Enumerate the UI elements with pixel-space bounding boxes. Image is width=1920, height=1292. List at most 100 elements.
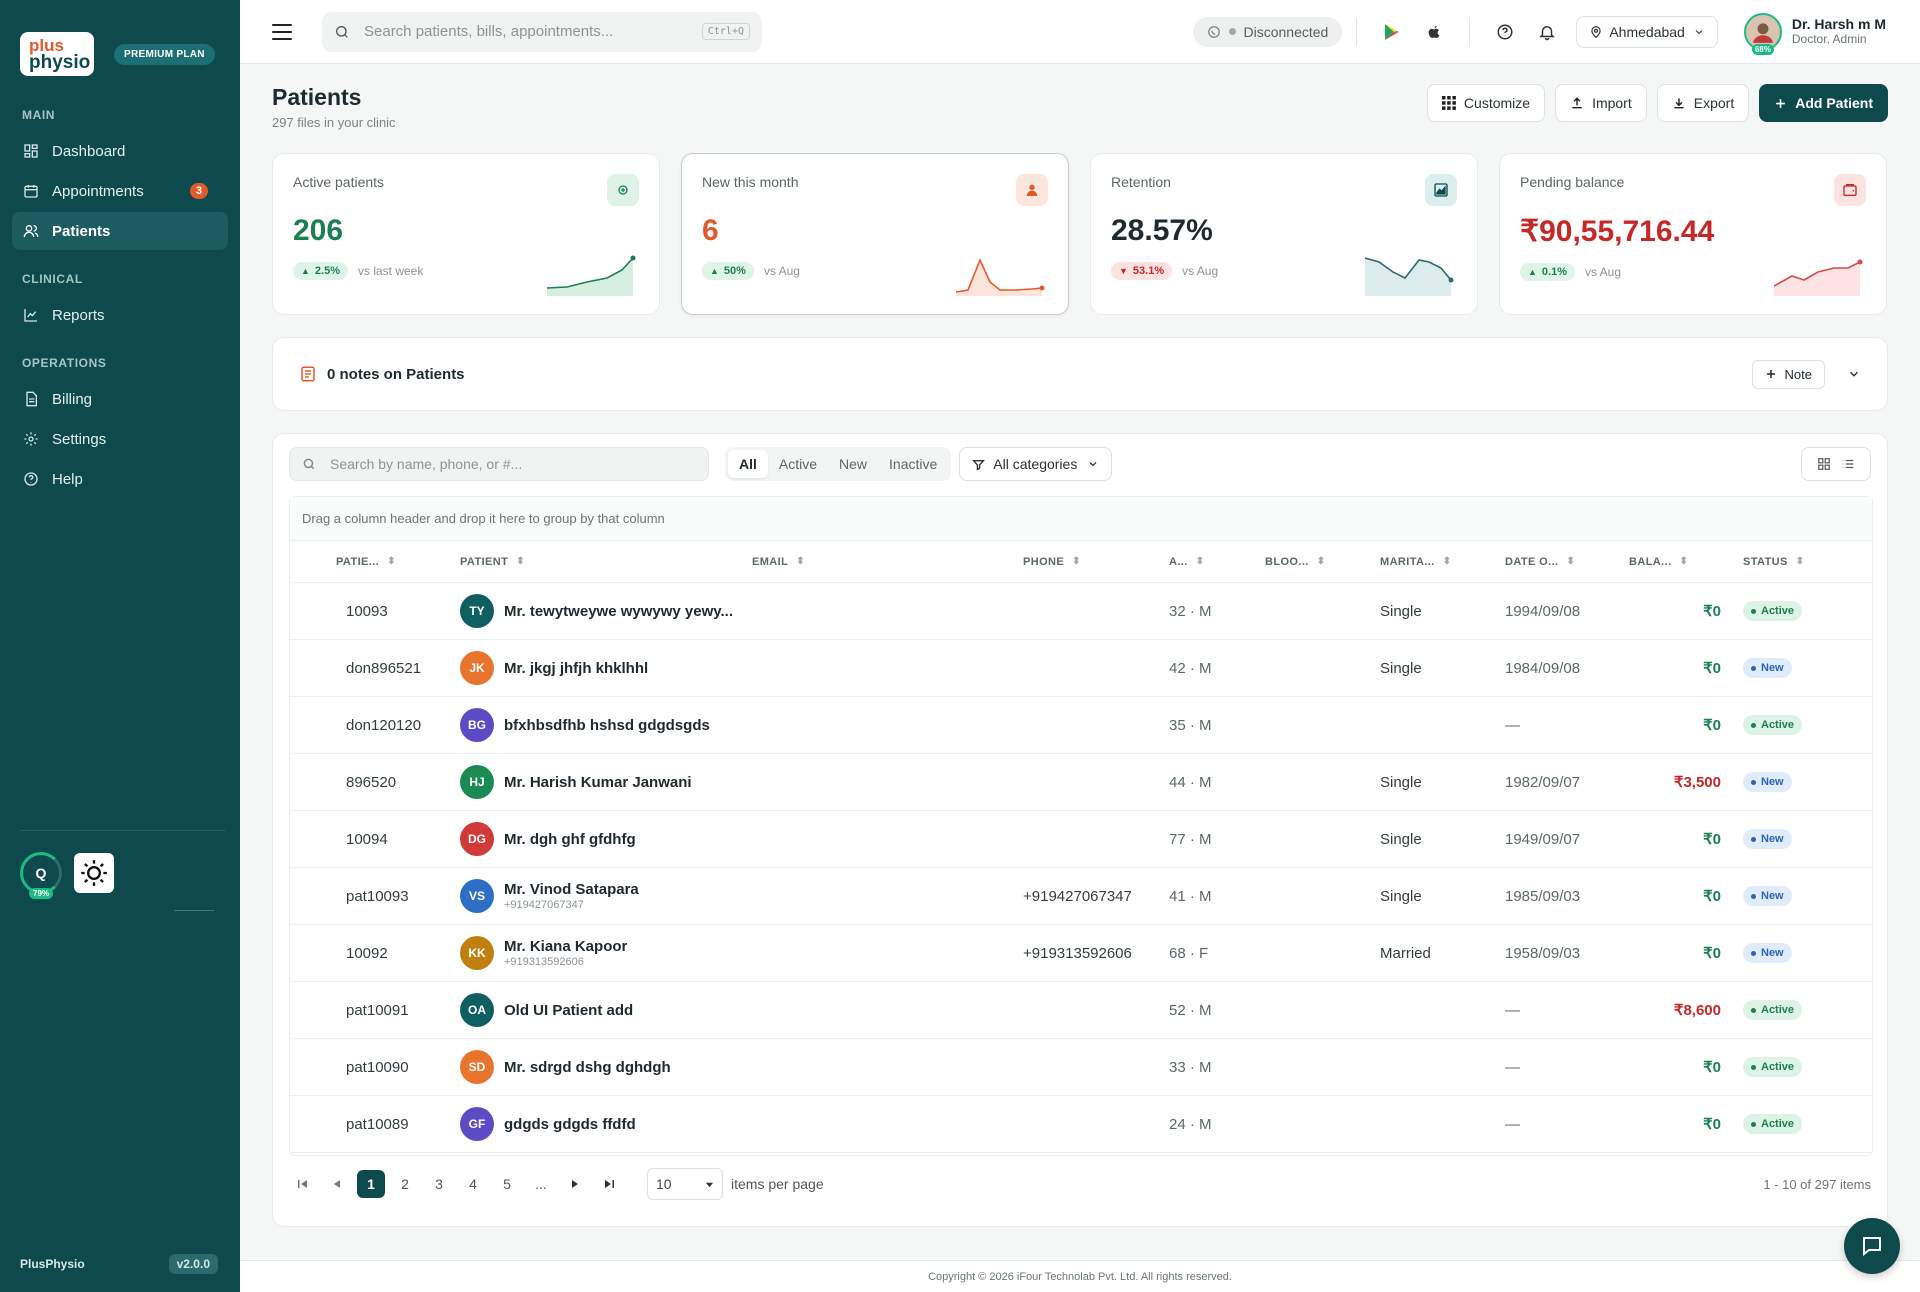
app-logo[interactable]: plus physio xyxy=(20,32,94,76)
stat-card[interactable]: Retention 28.57% ▼ 53.1% vs Aug xyxy=(1090,153,1478,315)
next-page-icon[interactable] xyxy=(561,1170,589,1198)
patient-balance: ₹0 xyxy=(1703,603,1721,620)
patient-name[interactable]: Mr. dgh ghf gfdhfg xyxy=(504,830,636,848)
user-menu[interactable]: 68% Dr. Harsh m M Doctor, Admin xyxy=(1743,12,1886,55)
nav-section-title: OPERATIONS xyxy=(22,356,107,370)
page-number-button[interactable]: 5 xyxy=(503,1176,511,1192)
group-by-drop-zone[interactable]: Drag a column header and drop it here to… xyxy=(290,497,1872,541)
chat-button[interactable] xyxy=(1844,1218,1900,1274)
sort-icon[interactable]: ⬍ xyxy=(1795,556,1805,567)
export-button[interactable]: Export xyxy=(1656,84,1750,122)
expand-notes-icon[interactable] xyxy=(1847,367,1861,381)
sidebar-item-dashboard[interactable]: Dashboard xyxy=(12,132,228,170)
page-number-button[interactable]: ... xyxy=(535,1176,547,1192)
bell-icon[interactable] xyxy=(1536,21,1558,43)
sort-icon[interactable]: ⬍ xyxy=(1072,556,1081,567)
last-page-icon[interactable] xyxy=(595,1170,623,1198)
patient-name[interactable]: Mr. Harish Kumar Janwani xyxy=(504,773,692,791)
grid-view-icon[interactable] xyxy=(1817,457,1831,471)
sidebar-item-patients[interactable]: Patients xyxy=(12,212,228,250)
sort-icon[interactable]: ⬍ xyxy=(1566,556,1576,567)
sort-icon[interactable]: ⬍ xyxy=(796,556,806,567)
tab-all[interactable]: All xyxy=(728,450,768,478)
sort-icon[interactable]: ⬍ xyxy=(1316,556,1326,567)
column-header[interactable]: DATE O... ⬍ xyxy=(1505,556,1629,568)
table-row[interactable]: 10093 TY Mr. tewytweywe wywywy yewy... 3… xyxy=(290,583,1872,640)
stat-card[interactable]: Active patients 206 ▲ 2.5% vs last week xyxy=(272,153,660,315)
patient-name[interactable]: Old UI Patient add xyxy=(504,1001,634,1019)
tab-active[interactable]: Active xyxy=(778,456,818,472)
stat-card[interactable]: Pending balance ₹90,55,716.44 ▲ 0.1% vs … xyxy=(1499,153,1887,315)
quota-indicator[interactable]: Q 79% xyxy=(20,852,62,899)
column-header[interactable]: EMAIL ⬍ xyxy=(752,556,1023,568)
column-header[interactable]: PATIE... ⬍ xyxy=(290,556,460,568)
table-row[interactable]: don896521 JK Mr. jkgj jhfjh khklhhl 42 ·… xyxy=(290,640,1872,697)
column-header[interactable]: PHONE ⬍ xyxy=(1023,556,1169,568)
table-row[interactable]: pat10089 GF gdgds gdgds ffdfd 24 · M — ₹… xyxy=(290,1096,1872,1153)
first-page-icon[interactable] xyxy=(289,1170,317,1198)
patient-name[interactable]: gdgds gdgds ffdfd xyxy=(504,1115,636,1133)
patient-name[interactable]: Mr. Kiana Kapoor xyxy=(504,938,628,955)
play-store-icon[interactable] xyxy=(1381,21,1403,43)
list-view-icon[interactable] xyxy=(1841,457,1855,471)
sidebar-item-appointments[interactable]: Appointments 3 xyxy=(12,172,228,210)
tab-inactive[interactable]: Inactive xyxy=(889,456,938,472)
page-number-button[interactable]: 1 xyxy=(357,1170,385,1198)
table-row[interactable]: pat10093 VS Mr. Vinod Satapara +919427067… xyxy=(290,868,1872,925)
table-row[interactable]: 10094 DG Mr. dgh ghf gfdhfg 77 · M Singl… xyxy=(290,811,1872,868)
column-header[interactable]: BALA... ⬍ xyxy=(1629,556,1721,568)
sidebar-item-help[interactable]: Help xyxy=(12,460,228,498)
sort-icon[interactable]: ⬍ xyxy=(1679,556,1689,567)
table-row[interactable]: pat10091 OA Old UI Patient add 52 · M — … xyxy=(290,982,1872,1039)
sort-icon[interactable]: ⬍ xyxy=(1442,556,1452,567)
patient-name[interactable]: Mr. jkgj jhfjh khklhhl xyxy=(504,659,649,677)
prev-page-icon[interactable] xyxy=(323,1170,351,1198)
sidebar-item-reports[interactable]: Reports xyxy=(12,296,228,334)
whatsapp-status[interactable]: Disconnected xyxy=(1192,16,1343,47)
tab-new[interactable]: New xyxy=(839,456,868,472)
location-select[interactable]: Ahmedabad xyxy=(1576,15,1718,48)
import-button[interactable]: Import xyxy=(1555,84,1647,122)
sidebar-item-billing[interactable]: Billing xyxy=(12,380,228,418)
add-patient-button[interactable]: Add Patient xyxy=(1759,84,1888,122)
table-row[interactable]: don120120 BG bfxhbsdfhb hshsd gdgdsgds 3… xyxy=(290,697,1872,754)
page-number-button[interactable]: 2 xyxy=(401,1176,409,1192)
column-header[interactable]: MARITA... ⬍ xyxy=(1380,556,1505,568)
patient-name[interactable]: Mr. tewytweywe wywywy yewy... xyxy=(504,602,733,620)
sidebar-item-settings[interactable]: Settings xyxy=(12,420,228,458)
count-badge: 3 xyxy=(189,183,208,199)
column-header[interactable]: STATUS ⬍ xyxy=(1721,556,1851,568)
patient-search-input[interactable]: Search by name, phone, or #... xyxy=(289,447,709,481)
column-header[interactable]: A... ⬍ xyxy=(1169,556,1265,568)
sort-icon[interactable]: ⬍ xyxy=(387,556,396,567)
status-text: New xyxy=(1761,662,1784,675)
theme-toggle-button[interactable] xyxy=(74,853,114,893)
column-header[interactable]: PATIENT ⬍ xyxy=(460,556,752,568)
stat-card[interactable]: New this month 6 ▲ 50% vs Aug xyxy=(681,153,1069,315)
customize-button[interactable]: Customize xyxy=(1426,84,1546,122)
column-header[interactable]: BLOO... ⬍ xyxy=(1265,556,1380,568)
sidebar-item-label: Billing xyxy=(52,390,93,408)
page-size-select[interactable]: 10 xyxy=(647,1168,723,1200)
menu-toggle-icon[interactable] xyxy=(272,23,292,40)
page-number-button[interactable]: 4 xyxy=(469,1176,477,1192)
patient-name[interactable]: Mr. Vinod Satapara xyxy=(504,881,639,898)
patient-avatar: DG xyxy=(460,822,494,856)
stat-compare: vs last week xyxy=(358,264,424,278)
add-note-button[interactable]: Note xyxy=(1751,359,1825,389)
users-icon xyxy=(22,222,40,240)
apple-icon[interactable] xyxy=(1423,21,1445,43)
patient-name[interactable]: bfxhbsdfhb hshsd gdgdsgds xyxy=(504,716,710,734)
sort-icon[interactable]: ⬍ xyxy=(1195,556,1205,567)
table-row[interactable]: pat10090 SD Mr. sdrgd dshg dghdgh 33 · M… xyxy=(290,1039,1872,1096)
help-icon[interactable] xyxy=(1494,21,1516,43)
category-filter[interactable]: All categories xyxy=(959,447,1113,481)
column-header-label: BALA... xyxy=(1629,555,1672,568)
table-row[interactable]: 10092 KK Mr. Kiana Kapoor +919313592606 +… xyxy=(290,925,1872,982)
patient-id: 10093 xyxy=(346,602,388,620)
patient-name[interactable]: Mr. sdrgd dshg dghdgh xyxy=(504,1058,671,1076)
table-row[interactable]: 896520 HJ Mr. Harish Kumar Janwani 44 · … xyxy=(290,754,1872,811)
sort-icon[interactable]: ⬍ xyxy=(516,556,526,567)
global-search-input[interactable]: Search patients, bills, appointments... … xyxy=(322,11,762,52)
page-number-button[interactable]: 3 xyxy=(435,1176,443,1192)
